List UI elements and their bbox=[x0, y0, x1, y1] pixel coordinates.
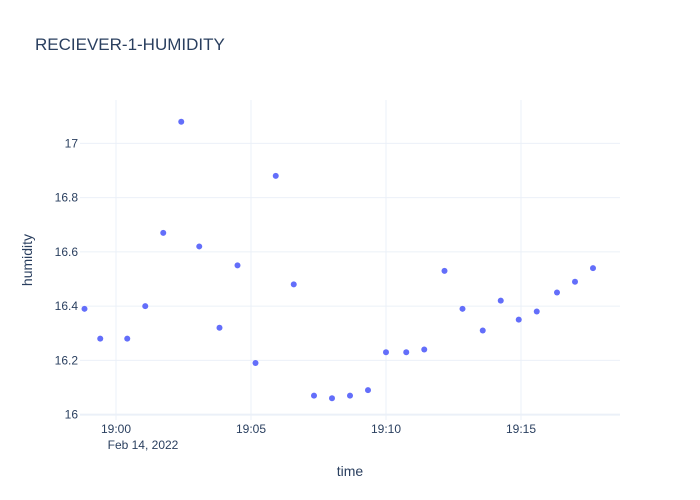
data-point bbox=[554, 289, 560, 296]
points-layer bbox=[81, 118, 596, 402]
data-point bbox=[590, 265, 596, 272]
data-point bbox=[97, 335, 104, 342]
data-point bbox=[515, 316, 522, 323]
data-point bbox=[178, 118, 185, 125]
grid-layer bbox=[80, 100, 620, 420]
y-tick-label: 16.6 bbox=[55, 245, 79, 259]
data-point bbox=[572, 278, 578, 285]
x-axis-title: time bbox=[337, 463, 364, 479]
data-point bbox=[403, 349, 410, 356]
data-point bbox=[383, 349, 389, 356]
data-point bbox=[311, 392, 317, 399]
data-point bbox=[459, 305, 466, 312]
data-point bbox=[81, 305, 88, 312]
y-tick-label: 16.2 bbox=[55, 353, 79, 367]
data-point bbox=[441, 267, 448, 274]
y-tick-label: 17 bbox=[65, 136, 79, 150]
data-point bbox=[533, 308, 540, 315]
data-point bbox=[196, 243, 203, 250]
x-tick-label: 19:00 bbox=[101, 422, 131, 436]
data-point bbox=[347, 392, 353, 399]
y-tick-label: 16.4 bbox=[55, 299, 79, 313]
chart-title: RECIEVER-1-HUMIDITY bbox=[35, 35, 225, 54]
data-point bbox=[479, 327, 486, 334]
data-point bbox=[142, 303, 149, 310]
data-point bbox=[421, 346, 428, 353]
x-tick-label: 19:05 bbox=[236, 422, 266, 436]
data-point bbox=[290, 281, 297, 288]
tick-layer: 16 16.2 16.4 16.6 16.8 17 19:00 19:05 19:10 19:15 bbox=[55, 136, 537, 436]
data-point bbox=[234, 262, 241, 269]
y-axis-title: humidity bbox=[19, 234, 35, 286]
x-tick-label: 19:15 bbox=[506, 422, 536, 436]
data-point bbox=[160, 229, 167, 236]
y-tick-label: 16.8 bbox=[55, 191, 79, 205]
x-tick-label: 19:10 bbox=[371, 422, 401, 436]
y-tick-label: 16 bbox=[65, 408, 79, 422]
data-point bbox=[329, 395, 335, 402]
data-point bbox=[252, 360, 259, 367]
data-point bbox=[365, 387, 371, 394]
data-point bbox=[497, 297, 504, 304]
data-point bbox=[272, 172, 279, 179]
data-point bbox=[216, 324, 223, 331]
data-point bbox=[124, 335, 131, 342]
x-date-label: Feb 14, 2022 bbox=[108, 438, 179, 452]
